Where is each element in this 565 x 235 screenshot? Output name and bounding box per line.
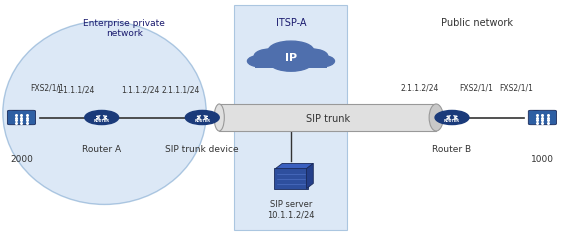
- Text: 1.1.1.1/24: 1.1.1.1/24: [56, 86, 94, 95]
- Text: FXS2/1/1: FXS2/1/1: [499, 84, 533, 93]
- Circle shape: [185, 110, 219, 125]
- Circle shape: [532, 111, 540, 114]
- Circle shape: [545, 121, 553, 124]
- FancyBboxPatch shape: [275, 168, 307, 189]
- Circle shape: [247, 55, 276, 67]
- Text: Enterprise private
network: Enterprise private network: [84, 19, 165, 38]
- Ellipse shape: [429, 104, 443, 131]
- Polygon shape: [306, 164, 313, 188]
- Text: 1.1.1.2/24: 1.1.1.2/24: [121, 86, 159, 95]
- Circle shape: [24, 121, 32, 124]
- Text: FXS2/1/1: FXS2/1/1: [459, 84, 493, 93]
- Text: 1000: 1000: [531, 155, 554, 164]
- Text: 2000: 2000: [10, 155, 33, 164]
- Circle shape: [85, 110, 119, 125]
- Text: Router B: Router B: [432, 145, 472, 154]
- Ellipse shape: [3, 21, 206, 204]
- Text: Router A: Router A: [82, 145, 121, 154]
- Polygon shape: [276, 164, 313, 169]
- Text: 2.1.1.2/24: 2.1.1.2/24: [401, 84, 439, 93]
- Text: SIP server
10.1.1.2/24: SIP server 10.1.1.2/24: [267, 200, 315, 219]
- FancyBboxPatch shape: [7, 110, 36, 125]
- Text: Public network: Public network: [441, 19, 514, 28]
- Circle shape: [268, 41, 314, 60]
- Ellipse shape: [214, 104, 224, 131]
- Circle shape: [435, 110, 469, 125]
- FancyBboxPatch shape: [255, 58, 327, 68]
- Circle shape: [306, 55, 334, 67]
- Text: SIP trunk device: SIP trunk device: [166, 145, 239, 154]
- Circle shape: [254, 49, 288, 63]
- Text: 2.1.1.1/24: 2.1.1.1/24: [162, 86, 200, 95]
- Circle shape: [294, 49, 328, 63]
- Circle shape: [270, 53, 312, 71]
- Text: FXS2/1/1: FXS2/1/1: [30, 84, 64, 93]
- Text: ITSP-A: ITSP-A: [276, 19, 306, 28]
- Text: ROUTER: ROUTER: [94, 119, 110, 123]
- Text: IP: IP: [285, 53, 297, 63]
- Text: SIP trunk: SIP trunk: [306, 114, 350, 124]
- FancyBboxPatch shape: [234, 5, 347, 230]
- Text: ROUTER: ROUTER: [444, 119, 460, 123]
- Circle shape: [11, 111, 19, 114]
- FancyBboxPatch shape: [528, 110, 557, 125]
- Text: ROUTER: ROUTER: [194, 119, 210, 123]
- FancyBboxPatch shape: [219, 104, 436, 131]
